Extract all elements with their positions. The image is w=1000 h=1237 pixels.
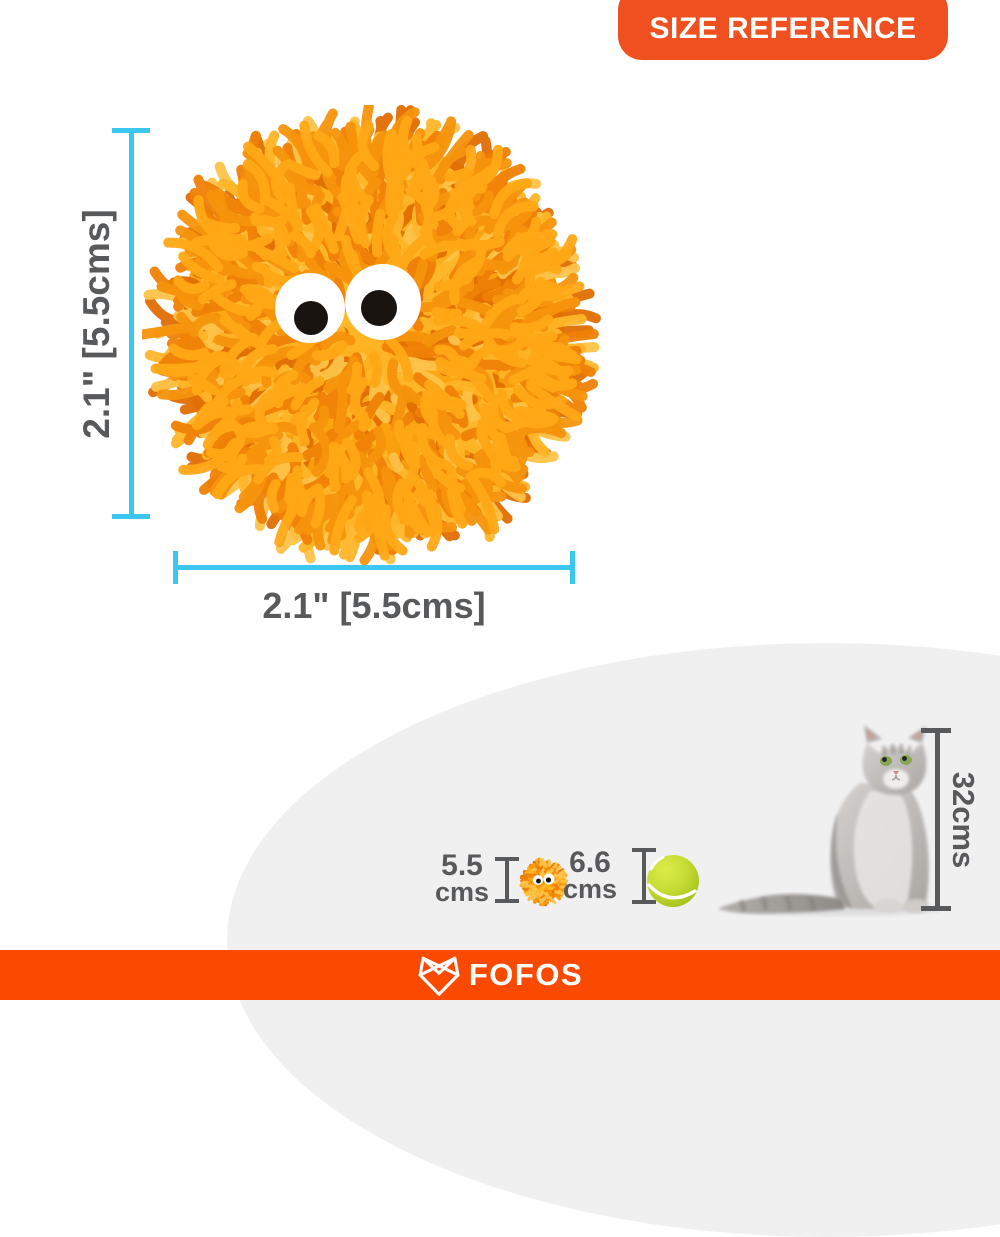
left-pupil <box>294 301 328 335</box>
tennis-size-unit: cms <box>562 873 618 904</box>
cat-ear-left <box>864 725 882 743</box>
fofos-fox-icon <box>418 956 460 996</box>
height-dimension-cap-bottom <box>112 514 150 519</box>
toy-size-ibeam-cap-top <box>495 857 519 861</box>
cat-height-label: 32cms <box>946 771 981 869</box>
height-dimension-label: 2.1" [5.5cms] <box>76 209 117 439</box>
width-dimension-cap-left <box>173 551 178 584</box>
right-pupil <box>361 290 397 326</box>
width-dimension-line <box>175 565 573 570</box>
fuzzy-ball-product-image <box>142 105 601 565</box>
cat-tail <box>718 894 845 914</box>
tennis-ball-icon <box>647 855 699 907</box>
ball-fuzz-texture <box>142 105 601 565</box>
tennis-size-label: 6.6 cms <box>555 846 625 904</box>
toy-size-value: 5.5 <box>441 849 483 882</box>
badge-label: SIZE REFERENCE <box>649 12 917 45</box>
cat-height-dimension-cap-top <box>921 728 951 733</box>
height-dimension-line <box>129 130 134 518</box>
width-dimension-label: 2.1" [5.5cms] <box>262 585 486 626</box>
cat-photo <box>718 725 940 916</box>
tennis-size-ibeam <box>642 851 646 901</box>
toy-size-ibeam <box>505 860 509 900</box>
cat-height-dimension-cap-bottom <box>921 906 951 911</box>
toy-size-unit: cms <box>434 876 490 907</box>
footer-bar: FOFOS <box>0 950 1000 1000</box>
brand-name: FOFOS <box>468 957 584 992</box>
cat-nose <box>893 771 899 775</box>
fuzzy-ball-icon <box>519 857 568 907</box>
tennis-size-value: 6.6 <box>569 846 611 879</box>
cat-head <box>862 743 927 795</box>
toy-size-ibeam-cap-bottom <box>495 899 519 903</box>
tennis-size-ibeam-cap-top <box>632 848 656 852</box>
tennis-size-ibeam-cap-bottom <box>632 900 656 904</box>
size-reference-badge: SIZE REFERENCE <box>618 0 948 60</box>
height-dimension-cap-top <box>112 128 150 133</box>
width-dimension-cap-right <box>570 551 575 584</box>
googly-eyes <box>275 264 421 343</box>
cat-height-dimension-line <box>935 731 940 908</box>
toy-size-label: 5.5 cms <box>427 849 497 907</box>
